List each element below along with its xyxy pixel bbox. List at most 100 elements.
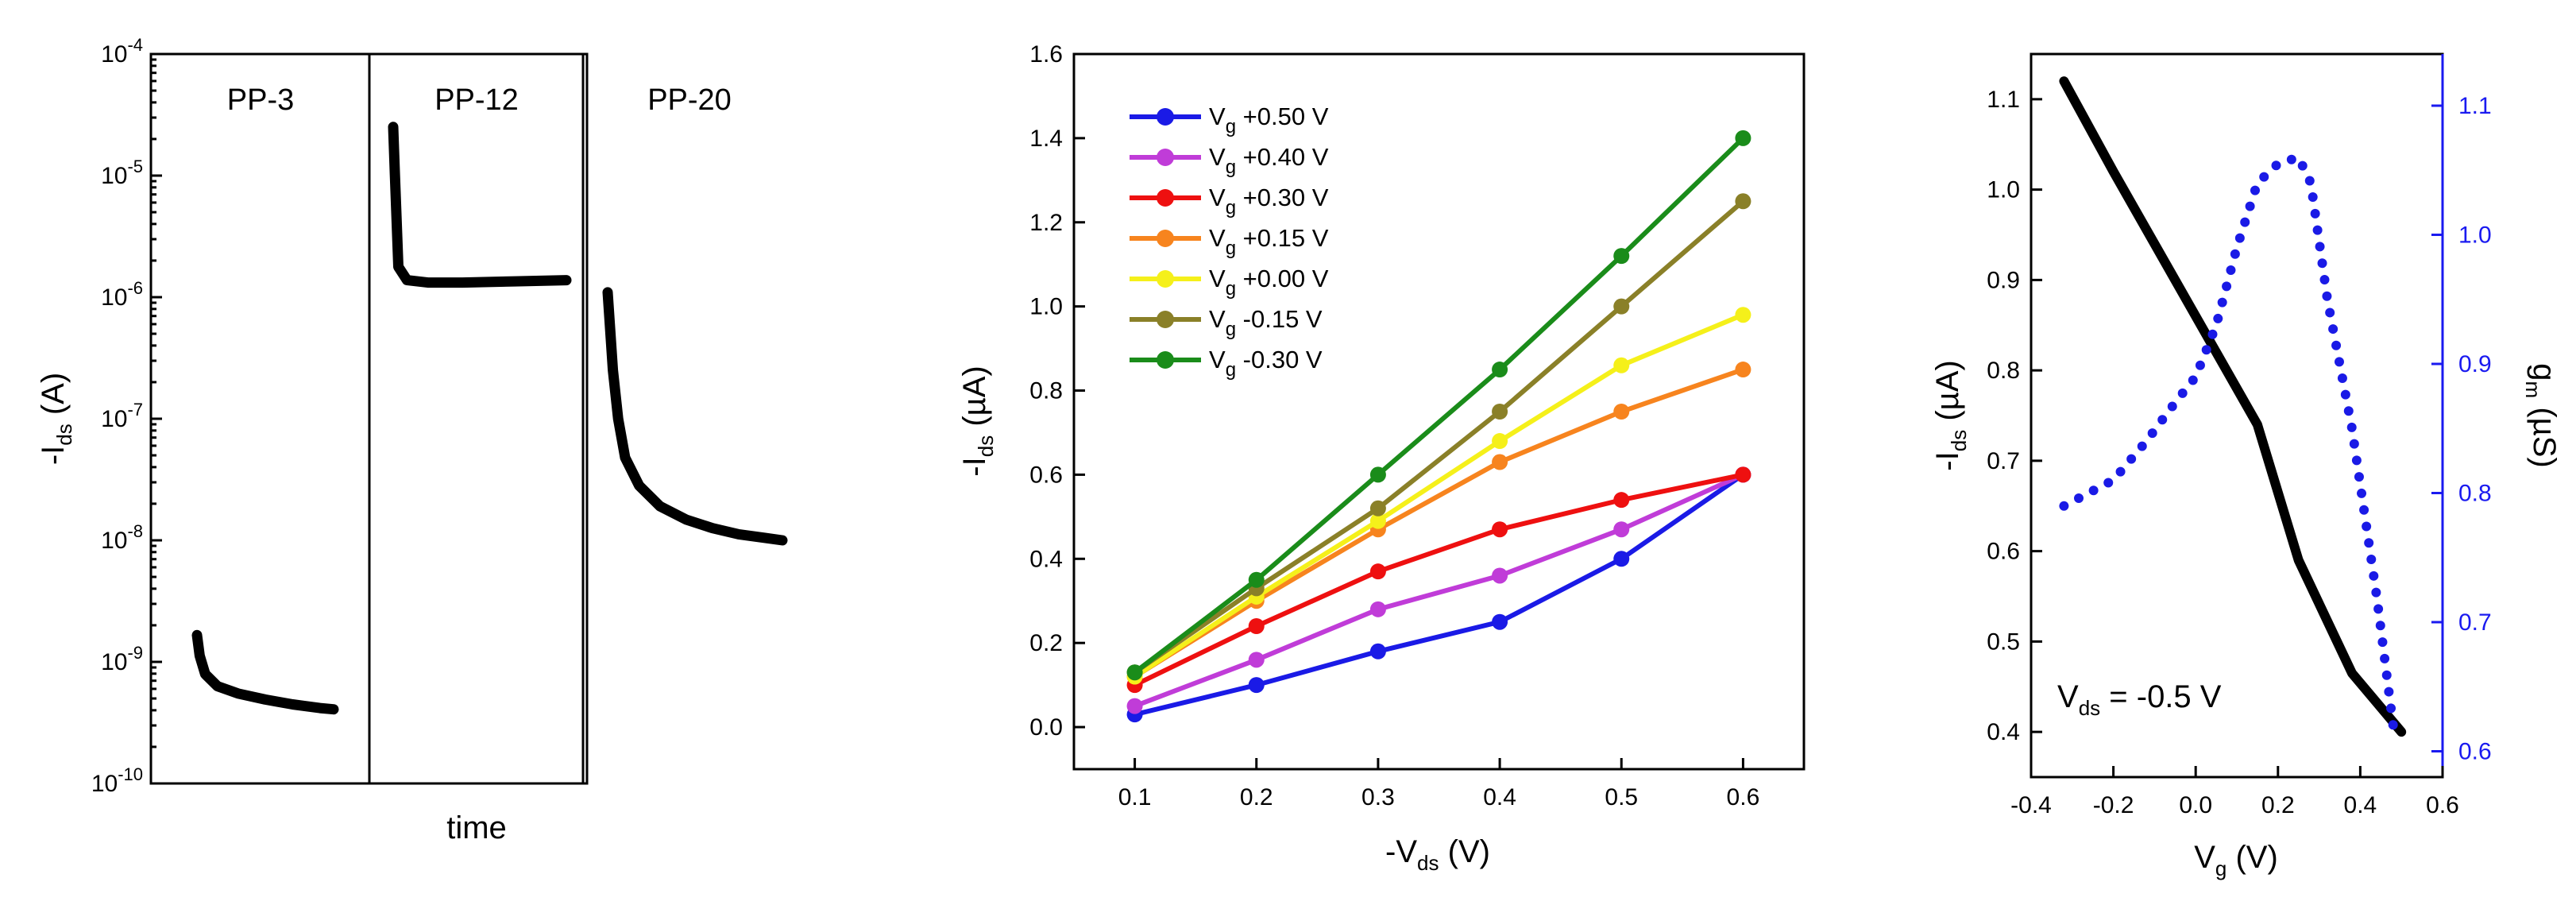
p2-data-point [1613, 357, 1630, 373]
panel2-axes-frame [1072, 52, 1806, 771]
p2-xtick-label: 0.2 [1240, 784, 1273, 810]
panel2-legend: Vg +0.50 V Vg +0.40 V Vg +0.30 V Vg +0.15 V… [1130, 103, 1329, 381]
p2-data-point [1735, 193, 1751, 210]
p2-data-point [1126, 664, 1143, 681]
p1-ylabel-main: -I [36, 446, 71, 465]
p2-data-point [1613, 298, 1630, 315]
p2-data-point [1735, 130, 1751, 146]
p1-ytick-label: 10-8 [101, 521, 143, 554]
panel-label-pp-20: PP-20 [647, 83, 732, 117]
p3-xtick-label: 0.2 [2261, 792, 2295, 818]
p2-series-1 [1126, 466, 1751, 714]
p3-xlabel-unit: (V) [2226, 840, 2277, 875]
p2-xtick-label: 0.6 [1727, 784, 1760, 810]
p3-y2tick-label: 0.8 [2458, 481, 2492, 507]
p2-data-point [1369, 500, 1386, 516]
p3-y2label-unit: (µS) [2527, 398, 2562, 467]
p2-data-point [1492, 521, 1508, 538]
p3-annot-sub: ds [2079, 696, 2100, 720]
p2-data-point [1492, 613, 1508, 630]
legend-label: Vg +0.15 V [1209, 224, 1329, 259]
p2-data-point [1735, 307, 1751, 323]
gm-curve [2059, 153, 2398, 730]
p2-data-point [1126, 698, 1143, 714]
p1-ytick-label: 10-10 [91, 764, 143, 797]
p2-ytick-label: 0.4 [1029, 546, 1063, 572]
legend-marker [1157, 351, 1174, 369]
p3-y2tick-label: 1.0 [2458, 222, 2492, 249]
p2-data-point [1248, 652, 1265, 668]
panel3-axes-frame [2030, 52, 2444, 779]
p3-xtick-label: -0.4 [2010, 792, 2052, 818]
p2-ylabel-sub: ds [974, 435, 998, 457]
p2-series-line [1133, 312, 1744, 679]
panel3-x-axis-label: Vg (V) [2194, 840, 2278, 880]
curve-pp-20 [602, 287, 788, 546]
p2-data-point [1613, 404, 1630, 420]
p3-ytick-label: 0.5 [1987, 629, 2020, 655]
panel3-y-axis-label: -Ids (µA) [1930, 360, 1971, 470]
curve-pp-12 [388, 122, 572, 288]
p3-ytick-label: 0.6 [1987, 539, 2020, 565]
panel1-y-axis-label: -Ids (A) [36, 373, 76, 465]
p2-data-point [1369, 466, 1386, 483]
p2-ytick-label: 1.6 [1029, 41, 1063, 68]
p2-data-point [1613, 248, 1630, 265]
p3-ytick-label: 0.8 [1987, 358, 2020, 384]
p2-data-point [1369, 643, 1386, 660]
p2-ytick-label: 0.8 [1029, 378, 1063, 404]
p2-data-point [1369, 563, 1386, 580]
p2-xtick-label: 0.3 [1361, 784, 1395, 810]
p3-ylabel-sub: ds [1947, 430, 1971, 451]
p2-series-line [1134, 472, 1745, 718]
p2-xlabel-main: -V [1385, 834, 1417, 869]
p2-data-point [1613, 521, 1630, 538]
p2-xtick-label: 0.4 [1483, 784, 1516, 810]
p2-data-point [1492, 404, 1508, 420]
p2-ytick-label: 0.2 [1029, 630, 1063, 656]
p2-series-2 [1126, 466, 1751, 694]
p2-series-line [1133, 136, 1745, 675]
panel-iv-curves: 0.1 0.2 0.3 0.4 0.5 0.6 0.0 0.2 0.4 0.6 0.8 1.0 1.2 1… [957, 41, 1806, 875]
legend-label: Vg -0.30 V [1209, 346, 1323, 381]
p3-xtick-label: -0.2 [2093, 792, 2134, 818]
legend-marker [1157, 230, 1174, 247]
p2-data-point [1735, 362, 1751, 378]
p1-ylabel-unit: (A) [36, 373, 71, 424]
p2-ytick-label: 1.4 [1029, 126, 1063, 152]
p3-y2label-sub: m [2521, 381, 2545, 399]
ids-curve [2059, 76, 2407, 737]
p2-data-point [1613, 551, 1630, 567]
p2-ylabel-unit: (µA) [957, 366, 992, 435]
legend-marker [1157, 311, 1174, 328]
legend-label: Vg +0.40 V [1209, 143, 1329, 178]
p3-ytick-label: 0.9 [1987, 267, 2020, 293]
p1-ytick-label: 10-7 [101, 400, 143, 432]
p2-data-point [1735, 466, 1751, 483]
p3-y2tick-label: 0.7 [2458, 609, 2492, 636]
panel2-y-axis-label: -Ids (µA) [957, 366, 998, 476]
p2-data-point [1613, 492, 1630, 509]
p3-annot-main: V [2057, 679, 2079, 714]
legend-marker [1157, 149, 1174, 166]
p2-series-line [1134, 472, 1744, 687]
panel1-x-axis-label: time [446, 810, 507, 845]
p3-xtick-label: 0.4 [2344, 792, 2377, 818]
panel-label-pp-3: PP-3 [227, 83, 294, 117]
p2-xlabel-unit: (V) [1439, 834, 1490, 869]
p3-xlabel-sub: g [2215, 857, 2226, 880]
panel3-y2-axis-label: gm (µS) [2521, 363, 2562, 467]
p3-ylabel-unit: (µA) [1930, 360, 1965, 429]
p3-ytick-label: 1.1 [1987, 87, 2020, 113]
p3-xtick-label: 0.0 [2179, 792, 2212, 818]
legend-marker [1157, 270, 1174, 288]
legend-label: Vg -0.15 V [1209, 305, 1323, 340]
p2-series-6 [1126, 130, 1751, 681]
p2-data-point [1369, 601, 1386, 617]
p2-data-point [1492, 567, 1508, 584]
p2-series-line [1134, 367, 1744, 679]
p1-ytick-label: 10-6 [101, 278, 143, 311]
curve-pp-3 [191, 629, 339, 715]
p1-ytick-label: 10-9 [101, 643, 143, 675]
